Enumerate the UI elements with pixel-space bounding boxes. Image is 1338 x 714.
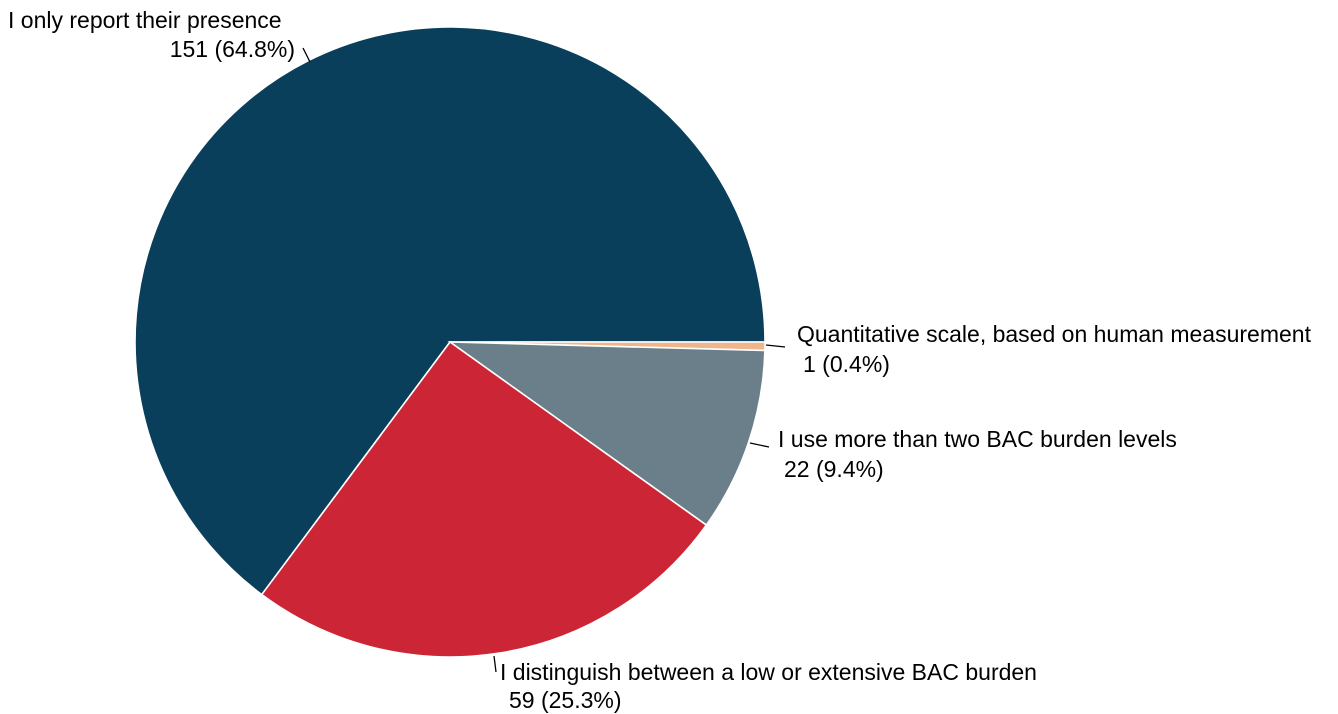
pie-slices [134,26,766,658]
slice-value-quantitative: 1 (0.4%) [803,351,890,377]
slice-label-low-extensive: I distinguish between a low or extensive… [500,659,1037,685]
pie-slice-low-extensive [260,340,708,658]
slice-value-low-extensive: 59 (25.3%) [509,687,622,713]
slice-label-bac-levels: I use more than two BAC burden levels [778,426,1177,452]
leader-line-quantitative [765,344,786,348]
leader-line-bac-levels [749,442,770,448]
slice-value-bac-levels: 22 (9.4%) [784,456,884,482]
slice-labels: I only report their presence 151 (64.8%)… [8,7,1312,713]
pie-slice-bac-levels [447,341,766,527]
slice-label-quantitative: Quantitative scale, based on human measu… [797,321,1312,347]
slice-label-presence: I only report their presence [8,7,282,33]
leader-line-low-extensive [493,655,497,673]
slice-value-presence: 151 (64.8%) [170,36,295,62]
leader-line-presence [302,47,311,63]
